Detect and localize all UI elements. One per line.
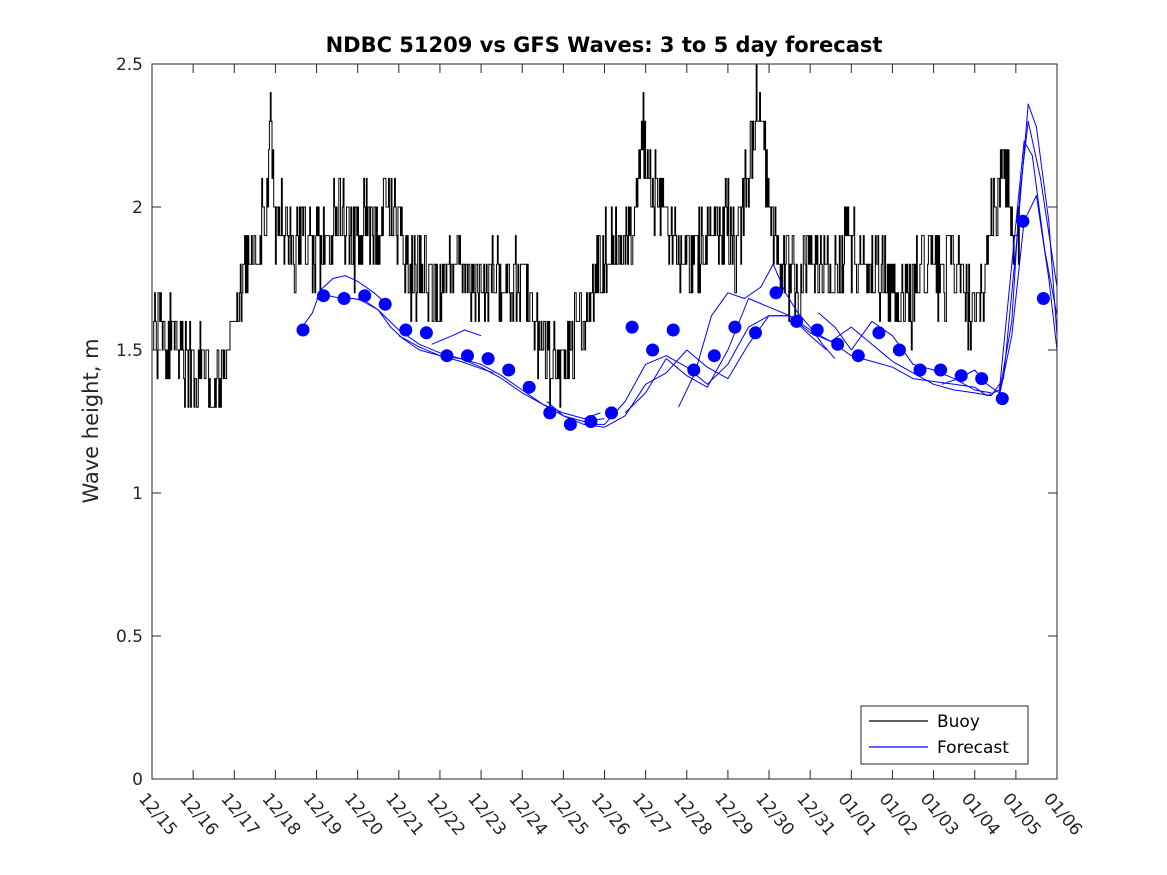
forecast-line bbox=[398, 335, 605, 422]
y-tick-label: 2.5 bbox=[116, 55, 143, 75]
forecast-point bbox=[1016, 214, 1030, 228]
forecast-point bbox=[934, 363, 948, 377]
forecast-point bbox=[461, 349, 474, 363]
y-tick-label: 0 bbox=[132, 770, 143, 790]
plot-area bbox=[152, 64, 1057, 779]
forecast-point bbox=[502, 363, 516, 377]
forecast-line bbox=[998, 195, 1058, 396]
forecast-point bbox=[563, 417, 577, 431]
forecast-point bbox=[892, 343, 906, 357]
forecast-point bbox=[399, 323, 413, 337]
forecast-point bbox=[646, 343, 660, 357]
forecast-point bbox=[1036, 292, 1050, 305]
forecast-point bbox=[440, 349, 454, 363]
forecast-line bbox=[583, 315, 975, 428]
forecast-line bbox=[624, 298, 992, 414]
forecast-point bbox=[543, 406, 557, 420]
buoy-line bbox=[152, 63, 1020, 408]
axis-ticks bbox=[151, 63, 1058, 780]
forecast-point bbox=[851, 349, 865, 363]
forecast-point bbox=[419, 326, 433, 340]
y-tick-label: 0.5 bbox=[116, 627, 143, 647]
forecast-point bbox=[625, 320, 639, 334]
forecast-point bbox=[481, 352, 495, 366]
forecast-point bbox=[522, 380, 536, 394]
forecast-point bbox=[666, 323, 680, 337]
forecast-point bbox=[707, 349, 721, 363]
forecast-line bbox=[357, 298, 601, 420]
forecast-point bbox=[975, 372, 989, 386]
legend: Buoy Forecast bbox=[860, 705, 1029, 765]
forecast-point bbox=[872, 326, 886, 340]
forecast-line bbox=[431, 329, 482, 345]
forecast-point bbox=[954, 369, 968, 383]
legend-box bbox=[860, 705, 1029, 765]
data-series bbox=[152, 63, 1058, 431]
forecast-point bbox=[749, 326, 762, 340]
forecast-point bbox=[605, 406, 618, 420]
y-tick-label: 1.5 bbox=[116, 341, 143, 361]
legend-label-buoy: Buoy bbox=[937, 712, 980, 732]
forecast-point bbox=[790, 314, 804, 328]
y-tick-label: 1 bbox=[132, 484, 143, 504]
forecast-point bbox=[317, 289, 330, 303]
forecast-point bbox=[831, 337, 845, 351]
forecast-point bbox=[337, 292, 351, 305]
forecast-point bbox=[584, 415, 598, 428]
forecast-point bbox=[296, 323, 310, 337]
forecast-point bbox=[995, 392, 1009, 406]
y-axis-label: Wave height, m bbox=[79, 338, 103, 503]
forecast-point bbox=[913, 363, 927, 377]
forecast-point bbox=[769, 286, 783, 300]
forecast-line bbox=[990, 103, 1058, 397]
legend-label-forecast: Forecast bbox=[937, 738, 1009, 758]
forecast-line bbox=[299, 275, 387, 331]
y-tick-label: 2 bbox=[132, 198, 143, 218]
forecast-point bbox=[687, 363, 701, 377]
forecast-point bbox=[358, 289, 372, 303]
forecast-point bbox=[378, 297, 392, 311]
forecast-point bbox=[810, 323, 824, 337]
forecast-point bbox=[728, 320, 742, 334]
chart-title: NDBC 51209 vs GFS Waves: 3 to 5 day fore… bbox=[326, 33, 883, 57]
